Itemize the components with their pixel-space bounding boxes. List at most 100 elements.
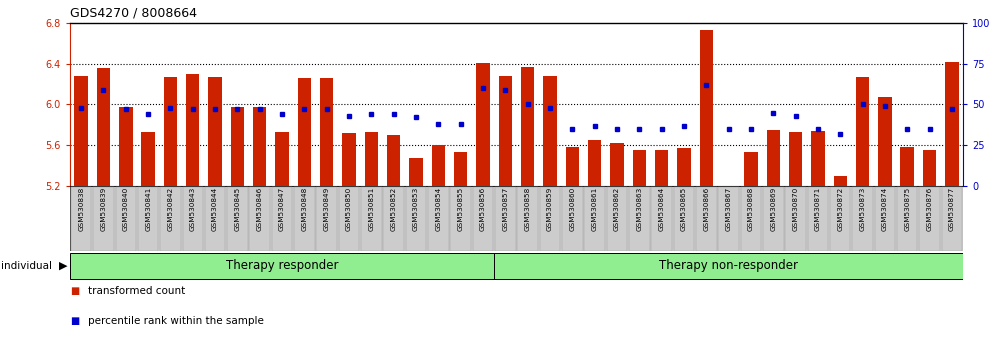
Text: GSM530844: GSM530844	[212, 187, 218, 232]
Bar	[610, 143, 624, 186]
Bar	[253, 108, 266, 186]
Text: GSM530861: GSM530861	[592, 187, 598, 232]
Bar	[540, 187, 560, 251]
Bar	[718, 187, 739, 251]
Text: GSM530846: GSM530846	[257, 187, 263, 232]
Bar	[316, 187, 337, 251]
Bar	[499, 76, 512, 186]
Text: GSM530859: GSM530859	[547, 187, 553, 232]
Bar	[298, 78, 311, 186]
Text: transformed count: transformed count	[88, 286, 185, 296]
Bar	[741, 187, 761, 251]
Text: GSM530842: GSM530842	[167, 187, 173, 232]
Bar	[205, 187, 225, 251]
Bar	[342, 133, 356, 186]
Text: GSM530860: GSM530860	[569, 187, 575, 232]
Bar	[275, 132, 289, 186]
Bar	[208, 77, 222, 186]
Bar	[339, 187, 359, 251]
Text: GSM530868: GSM530868	[748, 187, 754, 232]
Bar	[900, 147, 914, 186]
Bar	[409, 158, 423, 186]
Bar	[655, 150, 668, 186]
Bar	[494, 252, 963, 279]
Text: GSM530841: GSM530841	[145, 187, 151, 232]
Bar	[495, 187, 516, 251]
Bar	[942, 187, 962, 251]
Bar	[473, 187, 493, 251]
Bar	[119, 108, 133, 186]
Text: GSM530866: GSM530866	[703, 187, 709, 232]
Text: GSM530851: GSM530851	[368, 187, 374, 232]
Bar	[897, 187, 917, 251]
Bar	[93, 187, 114, 251]
Bar	[700, 30, 713, 186]
Text: GSM530853: GSM530853	[413, 187, 419, 232]
Bar	[231, 108, 244, 186]
Bar	[450, 187, 471, 251]
Bar	[383, 187, 404, 251]
Bar	[878, 97, 892, 186]
Bar	[607, 187, 627, 251]
Text: percentile rank within the sample: percentile rank within the sample	[88, 316, 264, 326]
Text: GSM530876: GSM530876	[927, 187, 933, 232]
Text: GSM530874: GSM530874	[882, 187, 888, 232]
Text: GSM530863: GSM530863	[636, 187, 642, 232]
Bar	[785, 187, 806, 251]
Text: GSM530839: GSM530839	[100, 187, 106, 232]
Text: GSM530845: GSM530845	[234, 187, 240, 232]
Bar	[406, 187, 426, 251]
Bar	[186, 74, 199, 186]
Text: GSM530862: GSM530862	[614, 187, 620, 232]
Bar	[320, 78, 333, 186]
Bar	[945, 62, 959, 186]
Bar	[562, 187, 583, 251]
Bar	[365, 132, 378, 186]
Bar	[70, 252, 494, 279]
Bar	[830, 187, 850, 251]
Text: GSM530843: GSM530843	[190, 187, 196, 232]
Bar	[428, 187, 449, 251]
Bar	[183, 187, 203, 251]
Text: GDS4270 / 8008664: GDS4270 / 8008664	[70, 6, 197, 19]
Text: GSM530864: GSM530864	[659, 187, 665, 232]
Text: GSM530858: GSM530858	[525, 187, 531, 232]
Bar	[387, 135, 400, 186]
Text: GSM530856: GSM530856	[480, 187, 486, 232]
Text: Therapy responder: Therapy responder	[226, 259, 338, 272]
Bar	[875, 187, 895, 251]
Bar	[71, 187, 91, 251]
Text: GSM530867: GSM530867	[726, 187, 732, 232]
Bar	[70, 186, 963, 251]
Bar	[834, 176, 847, 186]
Bar	[808, 187, 828, 251]
Text: GSM530854: GSM530854	[435, 187, 441, 232]
Bar	[454, 152, 467, 186]
Text: GSM530852: GSM530852	[391, 187, 397, 232]
Bar	[677, 148, 691, 186]
Bar	[584, 187, 605, 251]
Bar	[629, 187, 650, 251]
Bar	[97, 68, 110, 186]
Bar	[272, 187, 292, 251]
Text: GSM530873: GSM530873	[860, 187, 866, 232]
Bar	[588, 140, 601, 186]
Text: GSM530870: GSM530870	[793, 187, 799, 232]
Text: individual: individual	[1, 261, 52, 271]
Bar	[674, 187, 694, 251]
Bar	[227, 187, 248, 251]
Text: GSM530855: GSM530855	[458, 187, 464, 232]
Bar	[249, 187, 270, 251]
Bar	[141, 132, 155, 186]
Bar	[432, 145, 445, 186]
Text: GSM530848: GSM530848	[301, 187, 307, 232]
Bar	[74, 76, 88, 186]
Bar	[811, 131, 825, 186]
Bar	[923, 150, 936, 186]
Bar	[116, 187, 136, 251]
Bar	[763, 187, 784, 251]
Text: GSM530850: GSM530850	[346, 187, 352, 232]
Text: GSM530875: GSM530875	[904, 187, 910, 232]
Text: GSM530840: GSM530840	[123, 187, 129, 232]
Text: GSM530838: GSM530838	[78, 187, 84, 232]
